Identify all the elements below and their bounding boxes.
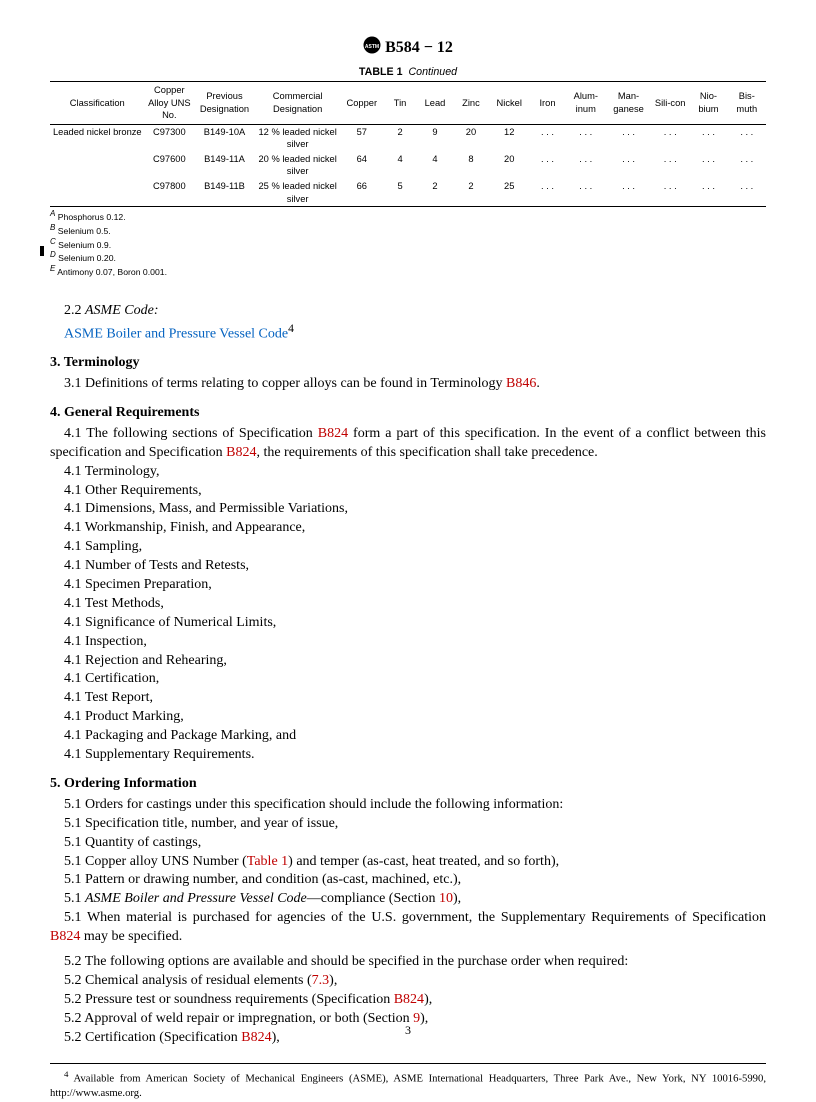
sec-4-heading: 4. General Requirements <box>50 404 766 423</box>
table-row: C97600B149-11A20 % leaded nickel silver6… <box>50 152 766 179</box>
sec-4-1: 4.1 The following sections of Specificat… <box>50 425 766 463</box>
list-item: 4.1 Packaging and Package Marking, and <box>50 727 766 746</box>
sec-5-1-pattern: 5.1 Pattern or drawing number, and condi… <box>50 871 766 890</box>
list-item: 4.1 Significance of Numerical Limits, <box>50 614 766 633</box>
sec-3-1: 3.1 Definitions of terms relating to cop… <box>50 375 766 394</box>
list-item: 4.1 Dimensions, Mass, and Permissible Va… <box>50 500 766 519</box>
doc-id: B584 − 12 <box>385 39 453 56</box>
table-footnote: E Antimony 0.07, Boron 0.001. <box>50 264 766 278</box>
b846-link[interactable]: B846 <box>506 376 536 391</box>
list-item: 4.1 Specimen Preparation, <box>50 576 766 595</box>
list-item: 4.1 Supplementary Requirements. <box>50 746 766 765</box>
table-footnote: A Phosphorus 0.12. <box>50 209 766 223</box>
table-caption: TABLE 1 Continued <box>50 65 766 79</box>
list-item: 4.1 Inspection, <box>50 633 766 652</box>
sec-4-list: 4.1 Terminology,4.1 Other Requirements,4… <box>50 463 766 765</box>
list-item: 4.1 Workmanship, Finish, and Appearance, <box>50 519 766 538</box>
page-number: 3 <box>0 1022 816 1038</box>
sec-5-1-gov: 5.1 When material is purchased for agenc… <box>50 909 766 947</box>
table-footnote: D Selenium 0.20. <box>50 250 766 264</box>
list-item: 4.1 Certification, <box>50 670 766 689</box>
table-body: Leaded nickel bronzeC97300B149-10A12 % l… <box>50 124 766 206</box>
table-header: Classification <box>50 82 145 125</box>
list-item: 4.1 Sampling, <box>50 538 766 557</box>
sec-5-1-list: 5.1 Specification title, number, and yea… <box>50 815 766 853</box>
list-item: 4.1 Product Marking, <box>50 708 766 727</box>
table-footnote: B Selenium 0.5. <box>50 223 766 237</box>
table-header: Tin <box>383 82 417 125</box>
b824-link[interactable]: B824 <box>318 426 348 441</box>
table-header: Zinc <box>453 82 489 125</box>
list-item: 5.1 Quantity of castings, <box>50 834 766 853</box>
sec-5-2-b: 5.2 Pressure test or soundness requireme… <box>50 991 766 1010</box>
page-header: ASTM B584 − 12 <box>50 36 766 61</box>
table-header: Iron <box>530 82 566 125</box>
table-header: Nickel <box>489 82 530 125</box>
table-header: Copper Alloy UNS No. <box>145 82 195 125</box>
table-header-row: ClassificationCopper Alloy UNS No.Previo… <box>50 82 766 125</box>
section-10-link[interactable]: 10 <box>439 891 453 906</box>
table1-link[interactable]: Table 1 <box>247 854 288 869</box>
b824-link[interactable]: B824 <box>50 929 80 944</box>
table-row: Leaded nickel bronzeC97300B149-10A12 % l… <box>50 124 766 152</box>
sec-3-heading: 3. Terminology <box>50 354 766 373</box>
svg-text:ASTM: ASTM <box>365 44 379 50</box>
sec-2-2: 2.2 ASME Code: <box>64 302 766 321</box>
b824-link[interactable]: B824 <box>226 445 256 460</box>
list-item: 4.1 Rejection and Rehearing, <box>50 652 766 671</box>
change-bar <box>40 246 44 256</box>
table-header: Bis-muth <box>728 82 766 125</box>
table-footnote: C Selenium 0.9. <box>50 237 766 251</box>
asme-code-link[interactable]: ASME Boiler and Pressure Vessel Code <box>64 326 288 341</box>
sec-5-heading: 5. Ordering Information <box>50 775 766 794</box>
table-footnotes: A Phosphorus 0.12.B Selenium 0.5.C Selen… <box>50 209 766 278</box>
table-header: Commercial Designation <box>255 82 341 125</box>
sec-5-2-intro: 5.2 The following options are available … <box>50 953 766 972</box>
sec-5-1-asme: 5.1 ASME Boiler and Pressure Vessel Code… <box>50 890 766 909</box>
footnote-4: 4 Available from American Society of Mec… <box>50 1063 766 1101</box>
table-row: C97800B149-11B25 % leaded nickel silver6… <box>50 179 766 207</box>
list-item: 5.1 Specification title, number, and yea… <box>50 815 766 834</box>
list-item: 4.1 Test Report, <box>50 689 766 708</box>
table-1: ClassificationCopper Alloy UNS No.Previo… <box>50 81 766 207</box>
list-item: 4.1 Other Requirements, <box>50 482 766 501</box>
table-header: Previous Designation <box>194 82 255 125</box>
table-header: Nio-bium <box>689 82 727 125</box>
table-header: Man-ganese <box>606 82 651 125</box>
list-item: 4.1 Terminology, <box>50 463 766 482</box>
table-header: Sili-con <box>651 82 689 125</box>
list-item: 4.1 Test Methods, <box>50 595 766 614</box>
table-header: Lead <box>417 82 453 125</box>
sec-7-3-link[interactable]: 7.3 <box>312 973 330 988</box>
table-header: Alum-inum <box>566 82 607 125</box>
list-item: 4.1 Number of Tests and Retests, <box>50 557 766 576</box>
b824-link[interactable]: B824 <box>394 992 424 1007</box>
sec-5-1-intro: 5.1 Orders for castings under this speci… <box>50 796 766 815</box>
sec-5-1-uns: 5.1 Copper alloy UNS Number (Table 1) an… <box>50 853 766 872</box>
table-header: Copper <box>340 82 383 125</box>
astm-logo: ASTM <box>363 36 381 61</box>
sec-5-2-a: 5.2 Chemical analysis of residual elemen… <box>50 972 766 991</box>
